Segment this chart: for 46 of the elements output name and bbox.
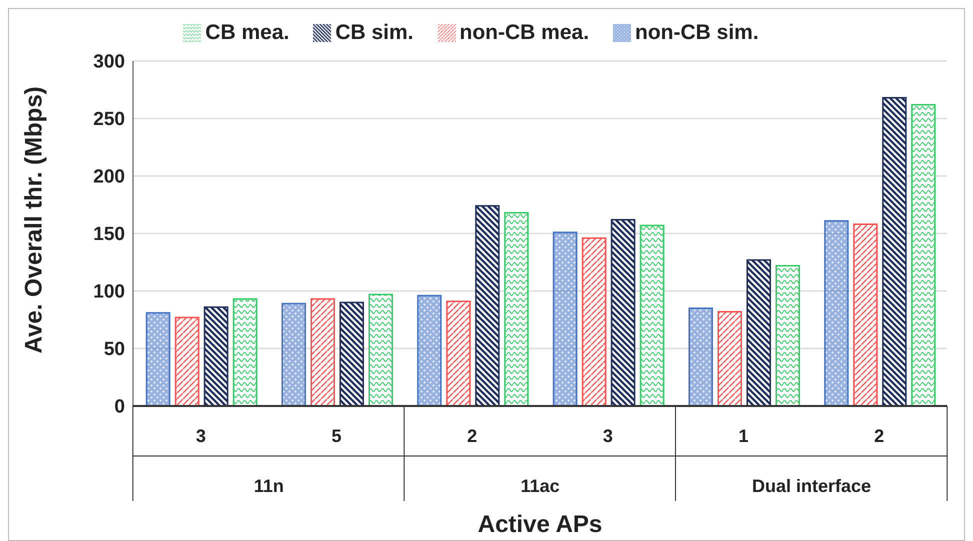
bar (310, 298, 335, 406)
bar (746, 259, 771, 406)
text: 11n (254, 476, 284, 496)
y-tick-label: 100 (93, 282, 125, 303)
bar (552, 232, 578, 406)
y-tick-label: 250 (93, 109, 125, 130)
bar (775, 264, 800, 406)
bar (339, 302, 364, 406)
legend-label: CB sim. (335, 21, 414, 44)
bar (232, 298, 258, 406)
y-axis-title: Ave. Overall thr. (Mbps) (20, 86, 48, 354)
x-tick-label: 1 (738, 426, 749, 446)
y-tick-label: 200 (93, 166, 125, 188)
bar (824, 220, 849, 406)
text: 11ac (520, 476, 560, 496)
bar (688, 308, 713, 406)
bar (610, 218, 636, 406)
bar (717, 310, 742, 406)
x-tick-label: 3 (602, 426, 613, 446)
bar (174, 316, 200, 406)
bar (853, 224, 878, 406)
y-tick-label: 300 (93, 52, 125, 73)
bar (475, 205, 500, 406)
y-tick-label: 150 (93, 224, 125, 246)
bar (504, 212, 529, 406)
bar (882, 97, 907, 406)
bar (368, 294, 393, 406)
x-tick-label: 5 (331, 426, 342, 446)
text: Dual interface (752, 476, 872, 496)
bar (911, 104, 936, 406)
x-axis-title: Active APs (478, 511, 602, 538)
bar (204, 306, 228, 406)
y-tick-label: 50 (104, 339, 125, 360)
legend-label: CB mea. (205, 21, 290, 44)
bar (146, 312, 170, 406)
y-tick-label: 0 (114, 396, 125, 418)
legend-label: non-CB mea. (460, 21, 590, 44)
bar (640, 224, 664, 406)
bar (281, 302, 306, 406)
x-tick-label: 2 (874, 426, 884, 446)
legend-label: non-CB sim. (635, 21, 759, 44)
bar (582, 237, 606, 406)
x-tick-label: 2 (467, 426, 478, 446)
bar (417, 294, 442, 406)
bar (446, 300, 471, 406)
x-tick-label: 3 (196, 426, 206, 446)
